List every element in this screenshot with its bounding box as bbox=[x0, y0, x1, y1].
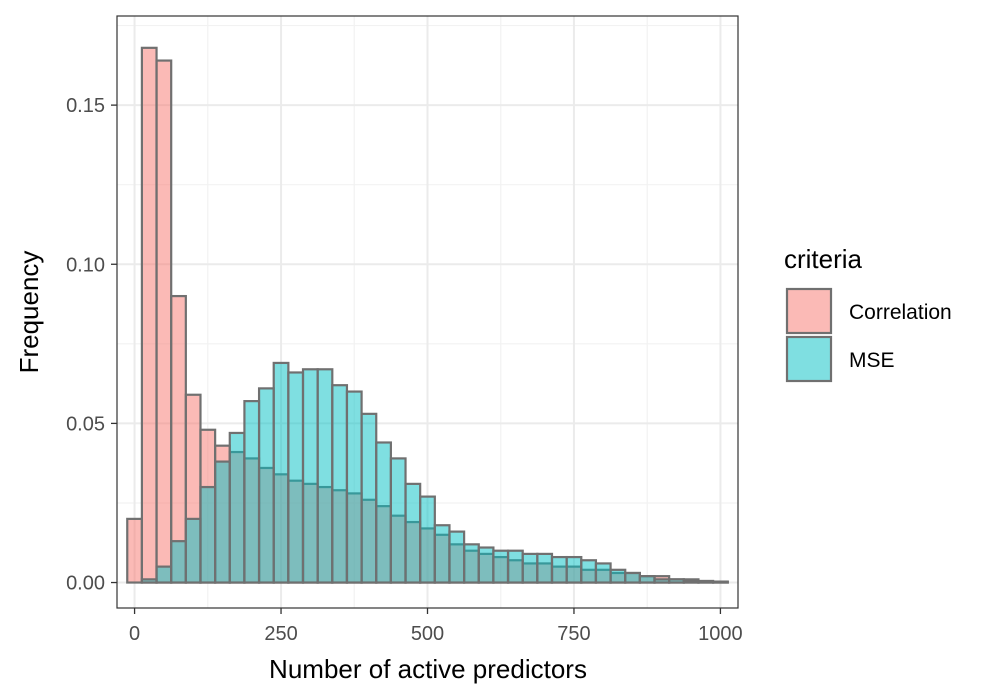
bar-mse bbox=[653, 578, 671, 584]
bar-mse bbox=[580, 559, 598, 584]
bar-mse bbox=[404, 482, 422, 584]
bar-mse bbox=[228, 431, 246, 584]
legend: criteria Correlation MSE bbox=[784, 244, 952, 383]
bar-mse bbox=[477, 546, 495, 584]
bar-mse bbox=[550, 555, 568, 584]
bar-mse bbox=[301, 368, 319, 584]
x-axis-ticks: 0 250 500 750 1000 bbox=[129, 608, 743, 645]
bars-mse bbox=[140, 361, 729, 584]
bar-mse bbox=[360, 412, 378, 584]
bar-mse bbox=[594, 562, 612, 584]
bar-correlation bbox=[126, 517, 143, 584]
x-tick-label: 250 bbox=[264, 623, 297, 645]
x-tick-label: 500 bbox=[411, 623, 444, 645]
bar-mse bbox=[243, 400, 261, 584]
legend-key-mse bbox=[785, 335, 833, 383]
bar-mse bbox=[506, 549, 524, 584]
bar-mse bbox=[682, 579, 700, 584]
bar-mse bbox=[272, 361, 290, 584]
bar-mse bbox=[448, 530, 466, 584]
bar-mse bbox=[199, 485, 217, 584]
y-tick-label: 0.05 bbox=[66, 413, 105, 435]
bar-mse bbox=[624, 571, 641, 584]
bar-mse bbox=[521, 552, 539, 584]
bar-mse bbox=[214, 460, 231, 584]
bar-mse bbox=[375, 441, 392, 584]
bar-mse bbox=[536, 552, 554, 584]
bar-mse bbox=[170, 540, 187, 584]
bar-mse bbox=[345, 390, 363, 584]
bar-mse bbox=[184, 517, 202, 584]
y-axis-title: Frequency bbox=[14, 251, 44, 374]
bar-mse bbox=[140, 578, 158, 584]
bar-mse bbox=[433, 524, 451, 584]
bar-correlation bbox=[140, 46, 158, 584]
bar-mse bbox=[668, 578, 685, 584]
bar-mse bbox=[389, 457, 407, 584]
bar-mse bbox=[316, 368, 334, 584]
bar-mse bbox=[638, 575, 656, 584]
legend-label-correlation: Correlation bbox=[849, 301, 952, 324]
y-tick-label: 0.10 bbox=[66, 254, 105, 276]
x-axis-title: Number of active predictors bbox=[269, 654, 587, 684]
bar-mse bbox=[287, 371, 305, 584]
bar-mse bbox=[155, 565, 173, 584]
x-tick-label: 0 bbox=[129, 623, 140, 645]
y-tick-label: 0.00 bbox=[66, 573, 105, 595]
x-tick-label: 1000 bbox=[698, 623, 743, 645]
y-axis-ticks: 0.00 0.05 0.10 0.15 bbox=[66, 95, 117, 595]
bar-correlation bbox=[155, 59, 173, 584]
legend-title: criteria bbox=[784, 244, 863, 274]
x-tick-label: 750 bbox=[557, 623, 590, 645]
bar-mse bbox=[492, 549, 510, 584]
y-tick-label: 0.15 bbox=[66, 95, 105, 117]
bar-mse bbox=[609, 568, 627, 584]
bar-mse bbox=[697, 580, 715, 584]
legend-label-mse: MSE bbox=[849, 349, 895, 372]
bar-mse bbox=[565, 555, 583, 584]
bar-correlation bbox=[170, 294, 187, 584]
bar-mse bbox=[331, 384, 349, 584]
bar-mse bbox=[463, 543, 480, 584]
bar-mse bbox=[257, 387, 275, 584]
bar-mse bbox=[419, 495, 436, 584]
legend-key-correlation bbox=[785, 287, 833, 335]
bar-mse bbox=[712, 580, 729, 584]
